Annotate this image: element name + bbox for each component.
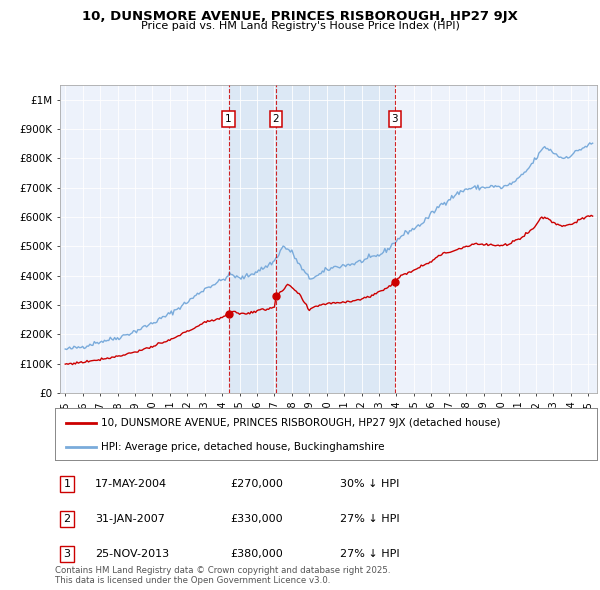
- Text: 17-MAY-2004: 17-MAY-2004: [95, 479, 167, 489]
- Text: 2: 2: [64, 514, 71, 524]
- Text: 3: 3: [391, 114, 398, 124]
- Text: Price paid vs. HM Land Registry's House Price Index (HPI): Price paid vs. HM Land Registry's House …: [140, 21, 460, 31]
- Bar: [229, 85, 395, 393]
- Text: 25-NOV-2013: 25-NOV-2013: [95, 549, 169, 559]
- Text: £330,000: £330,000: [230, 514, 283, 524]
- Text: 1: 1: [64, 479, 71, 489]
- Text: 1: 1: [225, 114, 232, 124]
- Text: 27% ↓ HPI: 27% ↓ HPI: [340, 549, 400, 559]
- Text: £380,000: £380,000: [230, 549, 283, 559]
- Text: 2: 2: [272, 114, 279, 124]
- Text: 3: 3: [64, 549, 71, 559]
- Text: 10, DUNSMORE AVENUE, PRINCES RISBOROUGH, HP27 9JX (detached house): 10, DUNSMORE AVENUE, PRINCES RISBOROUGH,…: [101, 418, 500, 428]
- Text: £270,000: £270,000: [230, 479, 283, 489]
- Text: 30% ↓ HPI: 30% ↓ HPI: [340, 479, 400, 489]
- Text: 27% ↓ HPI: 27% ↓ HPI: [340, 514, 400, 524]
- Text: 10, DUNSMORE AVENUE, PRINCES RISBOROUGH, HP27 9JX: 10, DUNSMORE AVENUE, PRINCES RISBOROUGH,…: [82, 10, 518, 23]
- Text: 31-JAN-2007: 31-JAN-2007: [95, 514, 165, 524]
- Text: HPI: Average price, detached house, Buckinghamshire: HPI: Average price, detached house, Buck…: [101, 442, 385, 452]
- Text: Contains HM Land Registry data © Crown copyright and database right 2025.
This d: Contains HM Land Registry data © Crown c…: [55, 566, 391, 585]
